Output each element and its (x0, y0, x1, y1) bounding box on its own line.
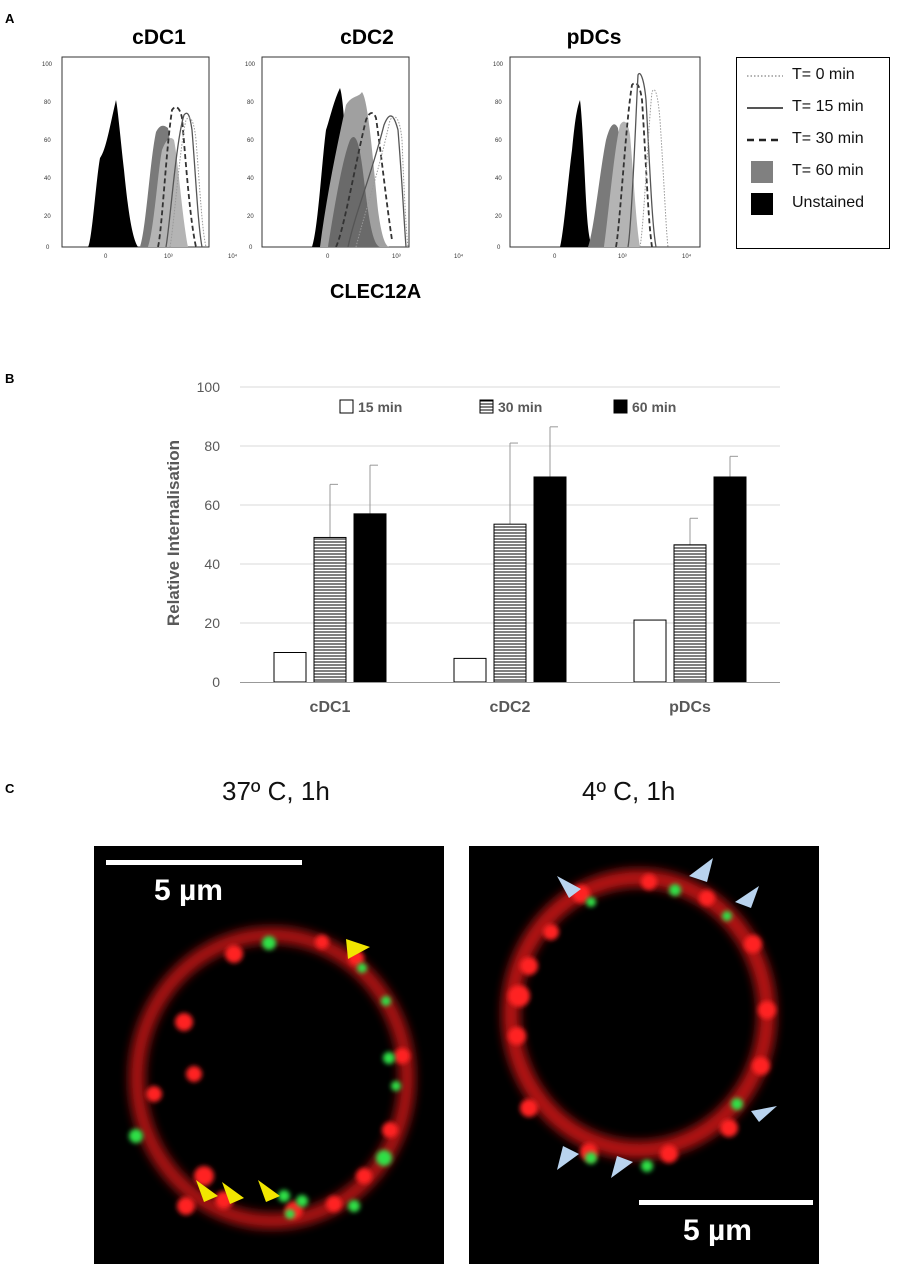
histogram-pdcs (509, 56, 701, 248)
internalisation-bar-chart: 0 20 40 60 80 100 cDC1 cDC2 pDCs 15 min 30 min 60… (164, 379, 780, 716)
x-tick: 0 (326, 254, 330, 260)
legend-label: T= 0 min (792, 66, 855, 83)
y-tick: 60 (495, 138, 502, 144)
legend-label: T= 15 min (792, 98, 864, 115)
legend-label: Unstained (792, 194, 865, 211)
bar-white (273, 652, 307, 683)
bar-white (453, 657, 487, 683)
panel-c-letter: C (5, 781, 15, 796)
legend-label: T= 60 min (792, 162, 864, 179)
cell-image-4c (502, 858, 813, 1205)
legend-item-t15: T= 15 min (737, 93, 889, 123)
y-tick: 100 (42, 62, 53, 68)
y-tick: 0 (46, 245, 50, 251)
y-tick: 60 (247, 138, 254, 144)
y-tick: 60 (44, 138, 51, 144)
x-tick: 10⁴ (682, 253, 692, 260)
bar-white (633, 619, 667, 683)
category-label: cDC2 (490, 699, 531, 716)
micrograph-37c: 5 µm (94, 846, 444, 1264)
scale-bar (639, 1200, 813, 1205)
category-label: pDCs (669, 699, 711, 716)
solid-line-icon (747, 107, 783, 109)
legend-label: T= 30 min (792, 130, 864, 147)
hist-title-cdc1: cDC1 (132, 26, 186, 49)
hist-title-pdcs: pDCs (566, 26, 622, 49)
chart-bars (273, 476, 747, 683)
legend-swatch (339, 399, 354, 414)
y-tick: 20 (44, 214, 51, 220)
y-tick: 0 (497, 245, 501, 251)
hist-title-cdc2: cDC2 (340, 26, 394, 49)
histogram-group: 100 80 60 40 20 0 100 80 60 40 20 0 100 … (42, 56, 701, 260)
scale-bar (106, 860, 302, 865)
y-tick: 20 (247, 214, 254, 220)
histogram-x-ticks: 0 10³ 10⁴ 0 10³ 10⁴ 0 10³ 10⁴ (104, 253, 692, 260)
category-label: cDC1 (310, 699, 351, 716)
y-tick: 0 (249, 245, 253, 251)
x-tick: 10³ (164, 254, 173, 260)
y-tick: 80 (495, 100, 502, 106)
y-tick: 100 (493, 62, 504, 68)
bar-hatched (673, 544, 707, 683)
y-tick-label: 80 (204, 438, 220, 454)
y-tick-label: 100 (197, 379, 221, 395)
scale-label-right: 5 µm (683, 1214, 752, 1247)
y-tick: 40 (247, 176, 254, 182)
legend-item-unstained: Unstained (737, 189, 889, 219)
bar-black (353, 513, 387, 683)
legend-item-t0: T= 0 min (737, 61, 889, 91)
histogram-y-ticks: 100 80 60 40 20 0 100 80 60 40 20 0 100 … (42, 62, 504, 251)
gray-swatch-icon (751, 161, 773, 183)
histogram-cdc2 (261, 56, 410, 248)
scale-label-left: 5 µm (154, 874, 223, 907)
bar-hatched (313, 536, 347, 683)
histogram-cdc1 (61, 56, 210, 248)
y-tick-label: 60 (204, 497, 220, 513)
legend-swatch (479, 399, 494, 414)
chart-y-label: Relative Internalisation (164, 440, 183, 626)
legend-label: 60 min (632, 399, 676, 415)
y-tick-label: 0 (212, 674, 220, 690)
legend-swatch (613, 399, 628, 414)
y-tick-label: 40 (204, 556, 220, 572)
chart-legend: 15 min 30 min 60 min (339, 399, 676, 415)
chart-y-ticks: 0 20 40 60 80 100 (197, 379, 221, 690)
y-tick: 80 (247, 100, 254, 106)
bar-hatched (493, 523, 527, 683)
y-tick: 80 (44, 100, 51, 106)
yellow-arrowhead-icon (196, 939, 370, 1204)
micro-label-37c: 37º C, 1h (222, 776, 330, 806)
cell-image-37c (106, 860, 415, 1229)
micrograph-4c: 5 µm (469, 846, 819, 1264)
y-tick: 40 (44, 176, 51, 182)
x-tick: 0 (104, 254, 108, 260)
clec12a-axis-label: CLEC12A (330, 281, 422, 303)
y-tick: 100 (245, 62, 256, 68)
panel-b-letter: B (5, 371, 15, 386)
bar-black (713, 476, 747, 683)
y-tick: 20 (495, 214, 502, 220)
x-tick: 10³ (392, 254, 401, 260)
black-swatch-icon (751, 193, 773, 215)
x-tick: 10³ (618, 254, 627, 260)
legend-label: 15 min (358, 399, 402, 415)
legend-label: 30 min (498, 399, 542, 415)
x-tick: 10⁴ (454, 253, 464, 260)
y-tick: 40 (495, 176, 502, 182)
histogram-legend: T= 0 min T= 15 min T= 30 min T= 60 min U… (736, 57, 890, 249)
x-tick: 10⁴ (228, 253, 238, 260)
bar-black (533, 476, 567, 683)
y-tick-label: 20 (204, 615, 220, 631)
legend-item-t60: T= 60 min (737, 157, 889, 187)
light-blue-arrowhead-icon (557, 858, 777, 1178)
dotted-line-icon (747, 75, 783, 77)
dashed-line-icon (747, 138, 783, 142)
legend-item-t30: T= 30 min (737, 125, 889, 155)
chart-error-bars (329, 426, 738, 545)
x-tick: 0 (553, 254, 557, 260)
micro-label-4c: 4º C, 1h (582, 776, 676, 806)
panel-a-letter: A (5, 11, 15, 26)
chart-categories: cDC1 cDC2 pDCs (310, 699, 711, 716)
